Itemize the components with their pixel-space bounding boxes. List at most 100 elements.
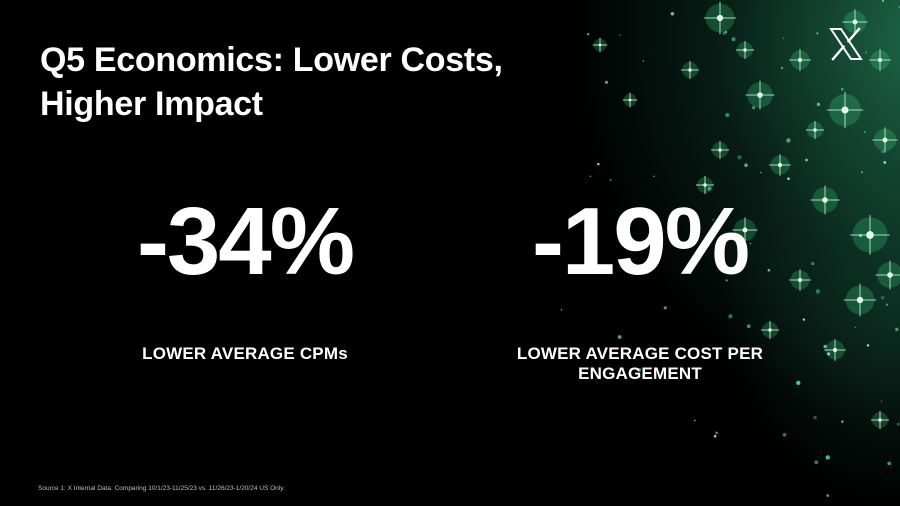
sparkle-dot (751, 106, 756, 110)
sparkle (711, 141, 729, 159)
sparkle-dot (861, 171, 863, 174)
sparkle-dot (825, 455, 830, 460)
sparkle-dot (560, 309, 563, 311)
sparkle (761, 321, 779, 339)
sparkle-dot (802, 318, 805, 321)
sparkle-dot (895, 327, 899, 332)
sparkle (789, 49, 811, 71)
sparkle-dot (815, 289, 821, 294)
sparkle (850, 215, 890, 255)
sparkle-dot (731, 37, 736, 42)
sparkle-dot (589, 175, 592, 178)
sparkle (872, 127, 898, 153)
sparkle-dot (744, 163, 748, 168)
sparkle-dot (725, 279, 728, 282)
sparkle-dot (865, 51, 868, 54)
sparkle-dot (786, 138, 791, 143)
sparkle-dot (841, 87, 844, 91)
sparkle-dot (782, 432, 787, 437)
sparkle-dot (782, 37, 785, 40)
sparkle-dot (619, 34, 621, 37)
sparkle-dot (827, 352, 831, 356)
stat-cpe-label-line-2: ENGAGEMENT (578, 364, 702, 383)
sparkle (875, 260, 900, 290)
sparkle-dot (816, 32, 819, 35)
sparkle-dot (805, 158, 808, 162)
sparkle-dot (604, 80, 609, 84)
sparkle-dot (880, 296, 885, 300)
sparkle-dot (749, 242, 752, 245)
stat-cpe: -19% LOWER AVERAGE COST PER ENGAGEMENT (480, 192, 800, 384)
sparkle-dot (813, 415, 817, 420)
sparkle-dot (653, 175, 655, 178)
title-line-1: Q5 Economics: Lower Costs, (40, 41, 503, 79)
sparkle-dot (746, 324, 751, 329)
sparkle (622, 92, 638, 108)
sparkle (843, 283, 877, 317)
stat-cpm-value: -34% (136, 188, 355, 295)
sparkle-dot (866, 344, 870, 347)
sparkle-dot (826, 494, 830, 497)
title-line-2: Higher Impact (40, 85, 263, 123)
sparkle-dot (609, 179, 612, 182)
sparkle-dot (814, 460, 819, 465)
sparkle-dot (637, 367, 642, 373)
sparkle (703, 1, 737, 35)
sparkle-dot (713, 434, 717, 438)
sparkle (789, 269, 811, 291)
source-footnote: Source 1: X Internal Data. Comparing 10/… (38, 485, 285, 492)
stat-cpm-label: LOWER AVERAGE CPMs (142, 344, 348, 363)
sparkle-dot (780, 66, 784, 70)
sparkle-dot (737, 155, 742, 160)
sparkle-dot (715, 431, 718, 435)
x-logo-icon (829, 27, 863, 61)
sparkle-dot (811, 262, 815, 266)
sparkle-dot (859, 233, 863, 237)
sparkle-dot (642, 60, 645, 62)
sparkle (732, 217, 758, 243)
sparkle (810, 185, 840, 215)
sparkle-dot (728, 314, 733, 319)
sparkle-dot (725, 112, 730, 118)
sparkle (592, 37, 608, 53)
sparkle (824, 339, 846, 361)
sparkle-dot (590, 245, 593, 249)
sparkle-dot (787, 177, 790, 181)
sparkle-dot (767, 268, 771, 272)
sparkle-dot (722, 31, 726, 35)
sparkle-dot (670, 12, 675, 16)
sparkle (769, 154, 791, 176)
sparkle-dot (881, 0, 885, 2)
sparkle (869, 49, 891, 71)
sparkle (681, 61, 699, 79)
sparkle-dot (759, 171, 762, 174)
sparkle-dot (590, 259, 592, 261)
sparkle-dot (880, 400, 883, 403)
stat-cpm: -34% LOWER AVERAGE CPMs (95, 192, 395, 364)
sparkle-dot (663, 306, 667, 310)
sparkle (745, 80, 775, 110)
stat-cpe-label-line-1: LOWER AVERAGE COST PER (516, 344, 764, 363)
sparkle (827, 92, 863, 128)
sparkle-dot (693, 419, 696, 422)
stat-cpe-value: -19% (531, 188, 750, 295)
sparkle-dot (887, 461, 891, 466)
sparkle-dot (823, 344, 827, 349)
sparkle (736, 41, 754, 59)
sparkle-dot (712, 218, 715, 221)
sparkle-dot (854, 326, 857, 328)
sparkle-dot (617, 335, 622, 339)
sparkle-dot (597, 162, 600, 166)
sparkle-dot (896, 422, 900, 426)
sparkle-dot (881, 150, 885, 154)
sparkle-dot (816, 102, 821, 107)
sparkle (871, 411, 889, 429)
sparkle-dot (796, 380, 801, 386)
slide-title: Q5 Economics: Lower Costs, Higher Impact (40, 38, 600, 126)
sparkle-dot (885, 303, 889, 306)
sparkle (842, 9, 868, 35)
sparkle-dot (587, 33, 590, 36)
sparkle-dot (883, 161, 887, 164)
